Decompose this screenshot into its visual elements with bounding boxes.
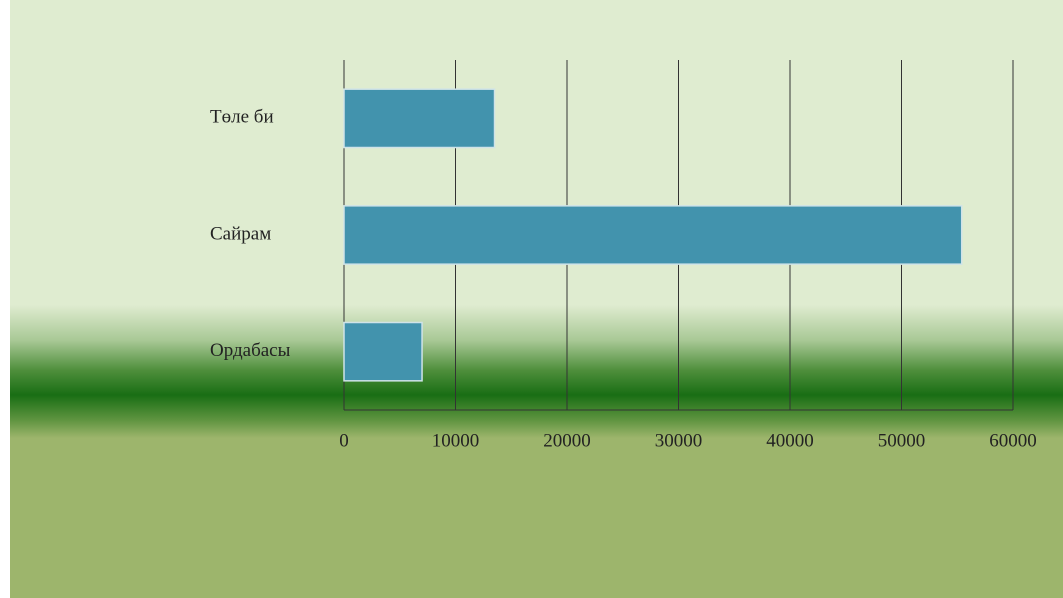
y-tick-label: Сайрам: [210, 223, 271, 244]
x-tick-label: 60000: [989, 430, 1037, 451]
x-tick-label: 10000: [432, 430, 480, 451]
bar: [343, 205, 963, 265]
y-tick-label: Төле би: [210, 107, 274, 128]
bar: [343, 88, 496, 149]
bar: [343, 321, 423, 382]
x-tick-label: 40000: [766, 430, 814, 451]
x-tick-label: 0: [339, 430, 349, 451]
x-tick-label: 30000: [655, 430, 703, 451]
background: [10, 0, 1063, 598]
y-tick-label: Ордабасы: [210, 340, 291, 361]
x-tick-label: 50000: [878, 430, 926, 451]
x-tick-label: 20000: [543, 430, 591, 451]
